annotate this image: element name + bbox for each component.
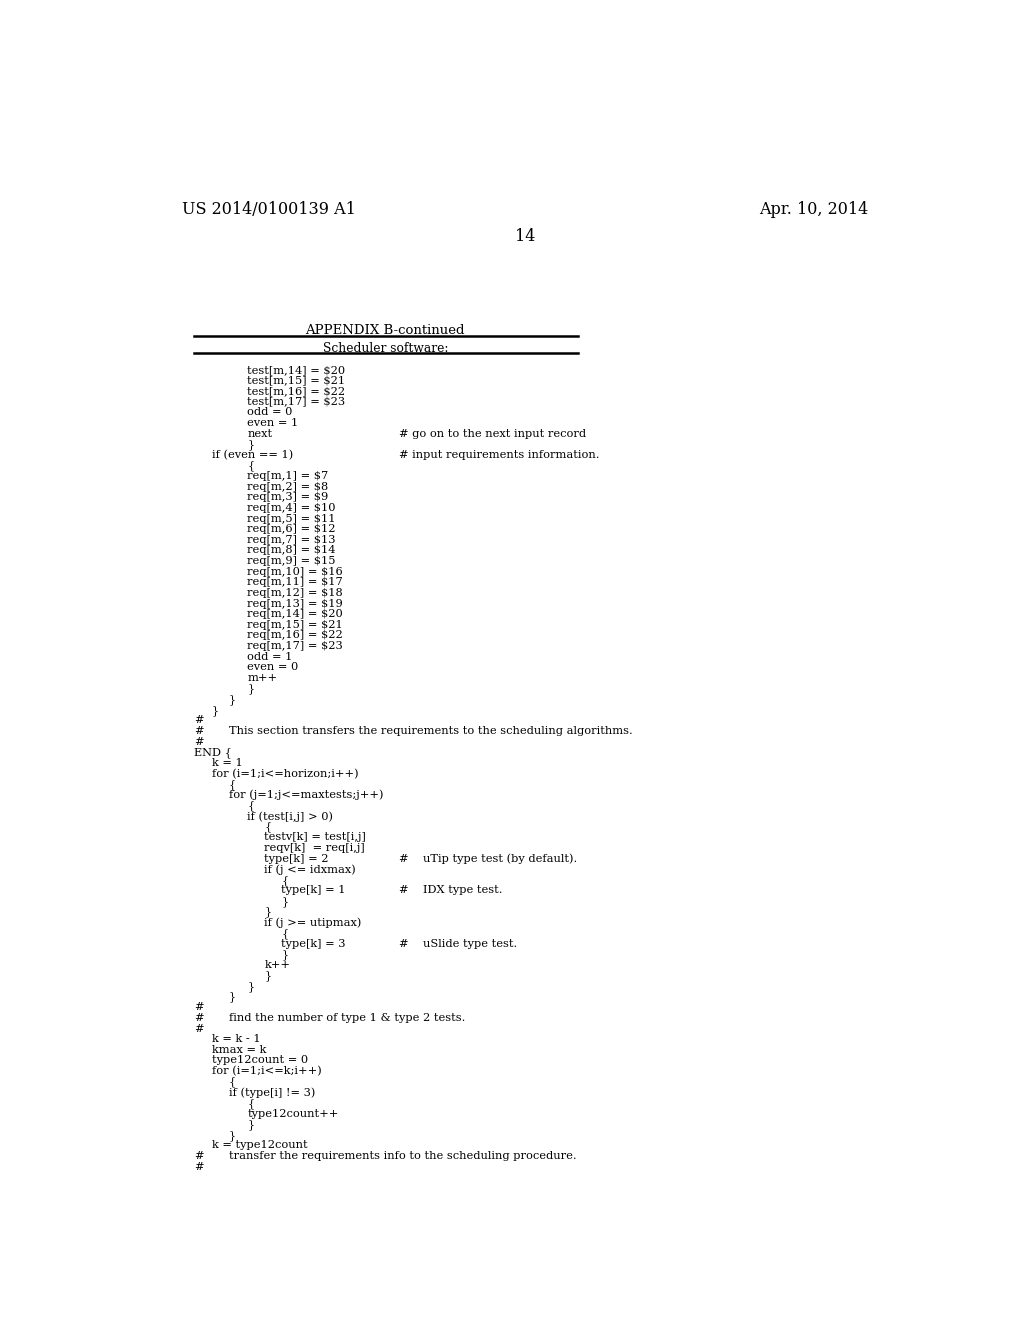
Text: find the number of type 1 & type 2 tests.: find the number of type 1 & type 2 tests… [228,1012,465,1023]
Text: }: } [228,1130,236,1140]
Text: Apr. 10, 2014: Apr. 10, 2014 [759,201,868,218]
Text: for (i=1;i<=k;i++): for (i=1;i<=k;i++) [212,1067,322,1076]
Text: }: } [248,440,255,450]
Text: req[m,14] = $20: req[m,14] = $20 [248,609,343,619]
Text: type12count = 0: type12count = 0 [212,1056,308,1065]
Text: #: # [194,1012,204,1023]
Text: m++: m++ [248,673,278,682]
Text: req[m,6] = $12: req[m,6] = $12 [248,524,336,535]
Text: req[m,15] = $21: req[m,15] = $21 [248,620,343,630]
Text: k = 1: k = 1 [212,758,243,768]
Text: #: # [194,726,204,737]
Text: req[m,4] = $10: req[m,4] = $10 [248,503,336,513]
Text: next: next [248,429,272,438]
Text: if (j <= idxmax): if (j <= idxmax) [264,865,356,875]
Text: #    uSlide type test.: # uSlide type test. [399,939,517,949]
Text: }: } [228,991,236,1002]
Text: k = type12count: k = type12count [212,1140,307,1151]
Text: req[m,8] = $14: req[m,8] = $14 [248,545,336,556]
Text: }: } [264,907,271,917]
Text: }: } [248,684,255,694]
Text: k = k - 1: k = k - 1 [212,1034,260,1044]
Text: testv[k] = test[i,j]: testv[k] = test[i,j] [264,833,367,842]
Text: req[m,10] = $16: req[m,10] = $16 [248,566,343,577]
Text: }: } [282,949,289,960]
Text: if (type[i] != 3): if (type[i] != 3) [228,1088,315,1098]
Text: # go on to the next input record: # go on to the next input record [399,429,587,438]
Text: req[m,1] = $7: req[m,1] = $7 [248,471,329,480]
Text: #: # [194,737,204,747]
Text: type[k] = 3: type[k] = 3 [282,939,346,949]
Text: req[m,9] = $15: req[m,9] = $15 [248,556,336,566]
Text: if (even == 1): if (even == 1) [212,450,293,461]
Text: }: } [248,1119,255,1130]
Text: {: { [282,875,289,886]
Text: for (i=1;i<=horizon;i++): for (i=1;i<=horizon;i++) [212,768,358,779]
Text: kmax = k: kmax = k [212,1045,266,1055]
Text: even = 0: even = 0 [248,663,299,672]
Text: #: # [194,1162,204,1172]
Text: {: { [264,821,271,833]
Text: odd = 1: odd = 1 [248,652,293,661]
Text: test[m,14] = $20: test[m,14] = $20 [248,364,345,375]
Text: req[m,3] = $9: req[m,3] = $9 [248,492,329,503]
Text: req[m,5] = $11: req[m,5] = $11 [248,513,336,524]
Text: test[m,15] = $21: test[m,15] = $21 [248,375,345,385]
Text: #: # [194,1151,204,1162]
Text: END {: END { [194,747,231,758]
Text: req[m,16] = $22: req[m,16] = $22 [248,631,343,640]
Text: {: { [248,1098,255,1109]
Text: }: } [248,981,255,991]
Text: reqv[k]  = req[i,j]: reqv[k] = req[i,j] [264,843,366,853]
Text: APPENDIX B-continued: APPENDIX B-continued [305,323,465,337]
Text: #: # [194,1023,204,1034]
Text: type[k] = 2: type[k] = 2 [264,854,329,863]
Text: k++: k++ [264,960,291,970]
Text: }: } [282,896,289,907]
Text: {: { [228,1077,236,1088]
Text: #: # [194,715,204,726]
Text: req[m,12] = $18: req[m,12] = $18 [248,587,343,598]
Text: if (j >= utipmax): if (j >= utipmax) [264,917,361,928]
Text: transfer the requirements info to the scheduling procedure.: transfer the requirements info to the sc… [228,1151,577,1162]
Text: req[m,7] = $13: req[m,7] = $13 [248,535,336,545]
Text: req[m,17] = $23: req[m,17] = $23 [248,642,343,651]
Text: {: { [248,461,255,471]
Text: }: } [228,694,236,705]
Text: US 2014/0100139 A1: US 2014/0100139 A1 [182,201,356,218]
Text: test[m,17] = $23: test[m,17] = $23 [248,396,345,407]
Text: odd = 0: odd = 0 [248,408,293,417]
Text: }: } [264,970,271,981]
Text: # input requirements information.: # input requirements information. [399,450,600,459]
Text: 14: 14 [515,227,535,244]
Text: {: { [282,928,289,939]
Text: This section transfers the requirements to the scheduling algorithms.: This section transfers the requirements … [228,726,633,737]
Text: for (j=1;j<=maxtests;j++): for (j=1;j<=maxtests;j++) [228,789,383,800]
Text: {: { [248,800,255,812]
Text: even = 1: even = 1 [248,418,299,428]
Text: req[m,13] = $19: req[m,13] = $19 [248,598,343,609]
Text: req[m,2] = $8: req[m,2] = $8 [248,482,329,491]
Text: Scheduler software:: Scheduler software: [323,342,449,355]
Text: if (test[i,j] > 0): if (test[i,j] > 0) [248,810,334,821]
Text: #    uTip type test (by default).: # uTip type test (by default). [399,854,578,865]
Text: test[m,16] = $22: test[m,16] = $22 [248,385,345,396]
Text: type[k] = 1: type[k] = 1 [282,886,346,895]
Text: {: { [228,779,236,789]
Text: #: # [194,1002,204,1012]
Text: }: } [212,705,219,715]
Text: type12count++: type12count++ [248,1109,339,1118]
Text: req[m,11] = $17: req[m,11] = $17 [248,577,343,587]
Text: #    IDX type test.: # IDX type test. [399,886,503,895]
